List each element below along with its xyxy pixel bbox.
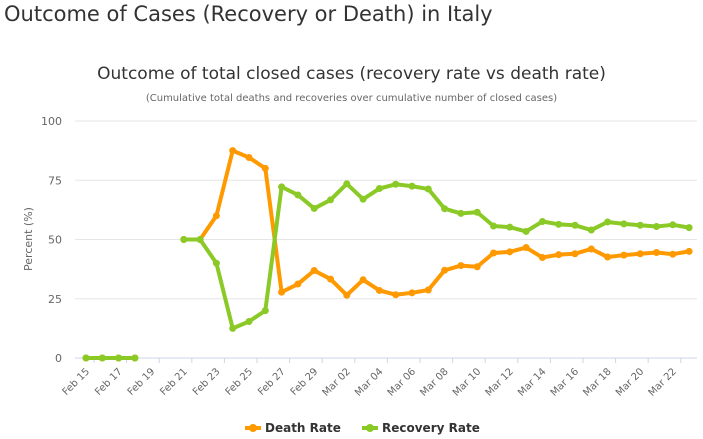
data-point xyxy=(571,250,579,258)
data-point xyxy=(392,180,400,188)
data-point xyxy=(604,218,612,226)
data-point xyxy=(604,253,612,261)
data-point xyxy=(196,236,204,243)
data-point xyxy=(294,191,302,199)
data-point xyxy=(310,204,318,212)
y-axis-label: Percent (%) xyxy=(22,207,35,271)
data-point xyxy=(636,250,644,258)
data-point xyxy=(587,245,595,253)
data-point xyxy=(245,318,253,326)
data-point xyxy=(522,244,530,252)
data-point xyxy=(555,251,563,259)
data-point xyxy=(555,220,563,228)
x-tick-label: Feb 17 xyxy=(93,366,125,398)
x-tick-label: Mar 16 xyxy=(549,366,581,398)
x-tick-label: Mar 08 xyxy=(418,366,450,398)
data-point xyxy=(408,182,416,190)
data-point xyxy=(229,147,237,155)
data-point xyxy=(653,222,660,230)
data-point xyxy=(473,208,481,216)
x-tick-label: Mar 20 xyxy=(614,366,646,398)
y-tick-label: 0 xyxy=(55,352,62,365)
x-tick-label: Mar 12 xyxy=(484,366,516,398)
data-point xyxy=(457,262,465,270)
data-point xyxy=(685,247,693,255)
data-point xyxy=(538,254,546,262)
data-point xyxy=(506,223,514,231)
data-point xyxy=(294,280,302,288)
data-point xyxy=(620,220,628,228)
data-point xyxy=(359,276,367,284)
x-tick-label: Feb 29 xyxy=(289,366,321,398)
x-tick-label: Feb 25 xyxy=(224,366,256,398)
data-point xyxy=(457,209,465,217)
data-point xyxy=(490,222,497,230)
data-point xyxy=(115,354,123,362)
x-tick-label: Feb 15 xyxy=(61,366,93,398)
data-point xyxy=(669,250,677,258)
data-point xyxy=(212,259,220,267)
y-tick-label: 50 xyxy=(48,234,62,247)
legend-label: Recovery Rate xyxy=(382,421,480,435)
data-point xyxy=(131,354,139,362)
data-point xyxy=(375,286,383,294)
data-point xyxy=(343,180,351,188)
data-point xyxy=(424,286,432,294)
chart-title: Outcome of total closed cases (recovery … xyxy=(97,64,606,84)
data-point xyxy=(245,153,253,161)
data-point xyxy=(620,251,628,259)
data-point xyxy=(522,227,530,235)
y-tick-label: 25 xyxy=(48,293,62,306)
y-tick-label: 100 xyxy=(41,115,62,128)
data-point xyxy=(261,307,269,315)
data-point xyxy=(571,221,579,229)
data-point xyxy=(229,324,237,332)
data-point xyxy=(359,195,367,203)
data-point xyxy=(490,249,497,257)
page-title: Outcome of Cases (Recovery or Death) in … xyxy=(4,2,493,26)
legend-marker xyxy=(249,424,257,432)
data-point xyxy=(343,291,351,299)
data-point xyxy=(82,354,90,362)
data-point xyxy=(327,196,334,204)
data-point xyxy=(261,164,269,172)
data-point xyxy=(278,183,286,191)
data-point xyxy=(441,266,449,274)
chart-subtitle: (Cumulative total deaths and recoveries … xyxy=(145,93,558,104)
x-tick-label: Mar 10 xyxy=(451,366,483,398)
data-point xyxy=(375,185,383,193)
data-point xyxy=(506,248,514,256)
data-point xyxy=(278,288,286,296)
y-tick-label: 75 xyxy=(48,174,62,187)
data-point xyxy=(327,275,334,283)
data-point xyxy=(685,224,693,232)
x-tick-label: Mar 02 xyxy=(321,366,353,398)
data-point xyxy=(538,217,546,225)
data-point xyxy=(636,221,644,229)
data-point xyxy=(587,226,595,234)
data-point xyxy=(408,289,416,297)
legend-label: Death Rate xyxy=(265,421,341,435)
data-point xyxy=(212,212,220,220)
x-tick-label: Feb 23 xyxy=(191,366,223,398)
x-tick-label: Mar 06 xyxy=(386,366,418,398)
x-tick-label: Mar 22 xyxy=(647,366,679,398)
data-point xyxy=(180,236,188,243)
data-point xyxy=(653,249,660,257)
data-point xyxy=(424,185,432,193)
x-tick-label: Mar 14 xyxy=(516,366,548,398)
data-point xyxy=(310,267,318,275)
data-point xyxy=(669,221,677,229)
x-tick-label: Feb 19 xyxy=(126,366,158,398)
data-point xyxy=(441,205,449,213)
data-point xyxy=(392,291,400,299)
x-tick-label: Feb 27 xyxy=(256,366,288,398)
x-tick-label: Mar 04 xyxy=(353,366,385,398)
data-point xyxy=(473,263,481,271)
x-tick-label: Feb 21 xyxy=(158,366,190,398)
x-tick-label: Mar 18 xyxy=(581,366,613,398)
data-point xyxy=(98,354,106,362)
legend-marker xyxy=(366,424,374,432)
